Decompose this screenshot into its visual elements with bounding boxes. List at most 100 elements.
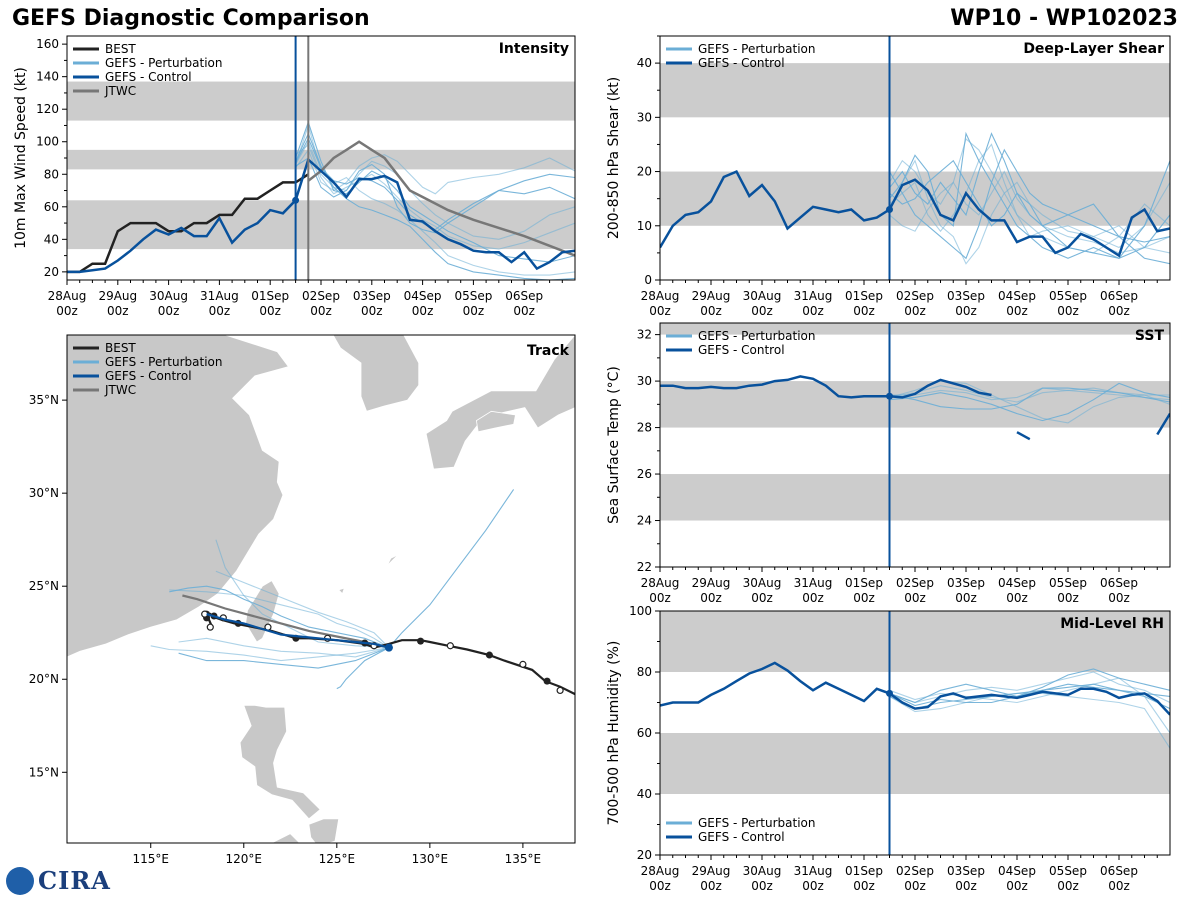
- x-tick-label: 00z: [802, 591, 824, 605]
- x-tick-label: 125°E: [319, 852, 356, 866]
- legend-entry: GEFS - Control: [698, 343, 785, 357]
- x-tick-label: 00z: [904, 591, 926, 605]
- land-mass: [425, 335, 575, 470]
- x-tick-label: 05Sep: [454, 289, 492, 303]
- perturbation-member-line: [889, 677, 1170, 734]
- x-tick-label: 00z: [853, 591, 875, 605]
- perturbation-track: [388, 489, 515, 648]
- logo-text: CIRA: [38, 866, 111, 895]
- x-tick-label: 04Sep: [998, 289, 1036, 303]
- x-tick-label: 00z: [1006, 879, 1028, 893]
- perturbation-track: [169, 585, 390, 649]
- x-tick-label: 00z: [1108, 304, 1130, 318]
- x-tick-label: 00z: [802, 879, 824, 893]
- x-tick-label: 00z: [751, 304, 773, 318]
- y-tick-label: 120: [36, 102, 59, 116]
- land-mass: [308, 818, 340, 843]
- climo-band: [660, 63, 1170, 118]
- x-tick-label: 00z: [56, 304, 78, 318]
- y-tick-label: 30: [637, 110, 652, 124]
- x-tick-label: 00z: [1057, 591, 1079, 605]
- legend-entry: GEFS - Perturbation: [698, 816, 815, 830]
- perturbation-member-line: [889, 382, 1170, 422]
- x-tick-label: 00z: [955, 304, 977, 318]
- x-tick-label: 31Aug: [794, 289, 833, 303]
- panel-intensity: 2040608010012014016028Aug00z29Aug00z30Au…: [13, 35, 576, 318]
- best-track-point-open: [556, 686, 564, 695]
- x-tick-label: 130°E: [412, 852, 449, 866]
- x-tick-label: 00z: [412, 304, 434, 318]
- x-tick-label: 01Sep: [251, 289, 289, 303]
- axes-frame: [66, 334, 576, 844]
- climo-band: [660, 611, 1170, 672]
- perturbation-member-line: [889, 159, 1170, 265]
- plot-area: [660, 661, 1170, 749]
- x-tick-label: 01Sep: [845, 864, 883, 878]
- x-tick-label: 02Sep: [896, 576, 934, 590]
- x-tick-label: 00z: [1006, 304, 1028, 318]
- y-axis-label: Sea Surface Temp (°C): [606, 366, 622, 524]
- init-point: [292, 196, 300, 204]
- climo-band: [660, 474, 1170, 521]
- x-tick-label: 00z: [853, 304, 875, 318]
- x-tick-label: 00z: [463, 304, 485, 318]
- perturbation-track: [336, 647, 390, 690]
- plot-area: [660, 375, 1170, 441]
- perturbation-track: [169, 589, 390, 649]
- legend-entry: GEFS - Control: [698, 830, 785, 844]
- x-tick-label: 00z: [361, 304, 383, 318]
- x-tick-label: 02Sep: [896, 289, 934, 303]
- x-tick-label: 04Sep: [404, 289, 442, 303]
- x-tick-label: 29Aug: [692, 864, 731, 878]
- x-tick-label: 00z: [1057, 304, 1079, 318]
- control-line-segment: [1156, 412, 1170, 436]
- x-tick-label: 00z: [513, 304, 535, 318]
- perturbation-track: [178, 637, 390, 658]
- y-tick-label: 26: [637, 467, 652, 481]
- x-tick-label: 00z: [1006, 591, 1028, 605]
- x-tick-label: 04Sep: [998, 576, 1036, 590]
- legend-entry: BEST: [105, 341, 136, 355]
- x-tick-label: 03Sep: [947, 864, 985, 878]
- perturbation-track: [178, 647, 390, 669]
- panel-title: SST: [1135, 328, 1165, 344]
- perturbation-track: [150, 645, 389, 662]
- y-tick-label: 15°N: [29, 765, 59, 779]
- jtwcline: [307, 140, 575, 257]
- gefs-controlline: [660, 661, 1170, 716]
- x-tick-label: 00z: [751, 879, 773, 893]
- y-tick-label: 35°N: [29, 393, 59, 407]
- legend-entry: JTWC: [104, 84, 136, 98]
- y-axis-label: 200-850 hPa Shear (kt): [606, 77, 622, 239]
- legend-entry: GEFS - Control: [698, 56, 785, 70]
- x-tick-label: 00z: [700, 879, 722, 893]
- legend-entry: GEFS - Control: [105, 70, 192, 84]
- x-tick-label: 06Sep: [1100, 864, 1138, 878]
- climo-band: [660, 323, 1170, 335]
- noaa-logo-icon: [6, 866, 34, 895]
- x-tick-label: 00z: [700, 591, 722, 605]
- perturbation-member-line: [295, 132, 575, 280]
- x-tick-label: 28Aug: [641, 864, 680, 878]
- y-axis-label: 10m Max Wind Speed (kt): [13, 67, 29, 249]
- best-track-point-open: [206, 623, 214, 631]
- best-track-point: [417, 637, 425, 645]
- x-tick-label: 03Sep: [353, 289, 391, 303]
- panel-title: Intensity: [499, 41, 569, 57]
- bestline: [67, 173, 309, 274]
- y-tick-label: 40: [44, 232, 59, 246]
- y-tick-label: 24: [637, 514, 652, 528]
- perturbation-member-line: [889, 170, 1170, 254]
- land-mass: [332, 335, 420, 412]
- panel-sst: 22242628303228Aug00z29Aug00z30Aug00z31Au…: [606, 322, 1171, 605]
- y-tick-label: 20°N: [29, 672, 59, 686]
- plot-area: [660, 131, 1170, 265]
- y-tick-label: 40: [637, 56, 652, 70]
- y-tick-label: 30°N: [29, 486, 59, 500]
- x-tick-label: 135°E: [505, 852, 542, 866]
- climo-band: [67, 200, 575, 250]
